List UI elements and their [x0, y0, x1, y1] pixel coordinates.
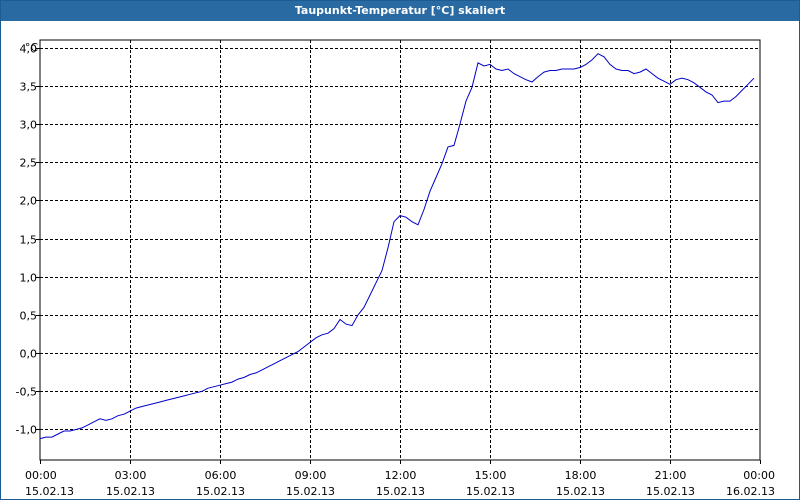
x-tick-time-label: 18:00: [565, 469, 597, 482]
x-tick-date-label: 15.02.13: [25, 485, 74, 498]
x-tick-date-label: 15.02.13: [466, 485, 515, 498]
x-tick-time-label: 00:00: [743, 469, 775, 482]
x-tick-time-label: 00:00: [25, 469, 57, 482]
y-tick-label: 4,0: [20, 43, 38, 56]
x-tick-date-label: 15.02.13: [196, 485, 245, 498]
x-tick-time-label: 09:00: [295, 469, 327, 482]
x-tick-date-label: 15.02.13: [376, 485, 425, 498]
x-tick-date-label: 15.02.13: [556, 485, 605, 498]
x-tick-date-label: 15.02.13: [286, 485, 335, 498]
y-tick-label: 3,5: [20, 81, 38, 94]
y-tick-label: 0,5: [20, 310, 38, 323]
y-tick-label: 1,0: [20, 272, 38, 285]
y-tick-label: 2,0: [20, 195, 38, 208]
y-axis-unit-label: °C: [25, 41, 39, 54]
y-tick-label: -1,0: [16, 424, 37, 437]
y-tick-label: -0,5: [16, 386, 37, 399]
window-title: Taupunkt-Temperatur [°C] skaliert: [1, 1, 799, 21]
x-tick-date-label: 16.02.13: [726, 485, 775, 498]
x-tick-time-label: 03:00: [115, 469, 147, 482]
y-tick-label: 0,0: [20, 348, 38, 361]
y-tick-label: 2,5: [20, 157, 38, 170]
x-tick-date-label: 15.02.13: [646, 485, 695, 498]
x-tick-time-label: 15:00: [475, 469, 507, 482]
y-axis-ticks: 4,0 3,5 3,0 2,5 2,0 1,5 1,0 0,5 0,0 -0,5 -1,0: [16, 43, 40, 437]
x-tick-time-label: 06:00: [205, 469, 237, 482]
x-tick-time-label: 12:00: [385, 469, 417, 482]
y-tick-label: 1,5: [20, 234, 38, 247]
x-axis-ticks: 00:00 15.02.13 03:00 15.02.13 06:00 15.02.13 0…: [25, 460, 775, 498]
series-line-dewpoint: [39, 53, 755, 440]
grid-lines: [40, 40, 760, 460]
x-tick-time-label: 21:00: [655, 469, 687, 482]
x-tick-date-label: 15.02.13: [106, 485, 155, 498]
y-tick-label: 3,0: [20, 119, 38, 132]
